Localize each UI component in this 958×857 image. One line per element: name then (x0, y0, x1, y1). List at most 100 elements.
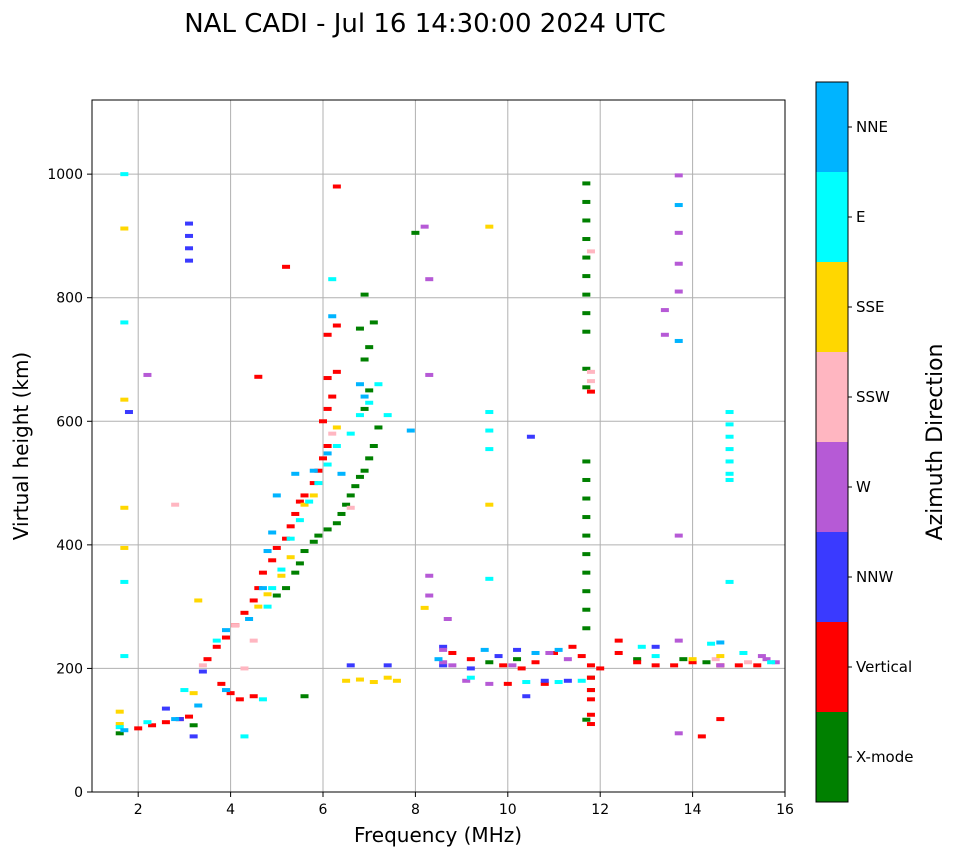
data-point (365, 456, 374, 461)
data-point (346, 493, 355, 498)
data-point (235, 697, 244, 702)
data-point (323, 406, 332, 411)
data-point (314, 481, 323, 486)
data-point (545, 650, 554, 655)
data-point (365, 345, 374, 350)
data-point (392, 678, 401, 683)
data-point (194, 703, 203, 708)
data-point (346, 505, 355, 510)
data-point (582, 366, 591, 371)
data-point (582, 459, 591, 464)
data-point (286, 536, 295, 541)
data-point (314, 533, 323, 538)
x-tick-label: 12 (591, 802, 609, 818)
azimuth-colorbar: X-mode Vertical NNW W SSW SSE E NNE (815, 81, 913, 803)
data-point (254, 586, 263, 591)
data-point (582, 552, 591, 557)
data-point (531, 650, 540, 655)
data-point (725, 434, 734, 439)
data-point (342, 502, 351, 507)
data-point (586, 389, 595, 394)
data-point (282, 536, 291, 541)
data-point (771, 660, 780, 665)
data-point (485, 576, 494, 581)
series-e (115, 172, 776, 739)
data-point (115, 731, 124, 736)
data-point (120, 579, 129, 584)
data-point (485, 502, 494, 507)
colorbar-label: E (856, 208, 865, 226)
data-point (425, 277, 434, 282)
colorbar-frame (815, 81, 849, 803)
data-point (563, 657, 572, 662)
data-point (282, 264, 291, 269)
data-point (263, 549, 272, 554)
data-point (725, 471, 734, 476)
data-point (300, 493, 309, 498)
data-point (268, 558, 277, 563)
data-point (268, 586, 277, 591)
data-point (143, 720, 152, 725)
data-point (355, 474, 364, 479)
data-point (240, 666, 249, 671)
series-sse (115, 224, 725, 727)
data-point (508, 663, 517, 668)
data-point (323, 462, 332, 467)
data-point (254, 604, 263, 609)
data-point (582, 237, 591, 242)
series-nnw (124, 221, 660, 739)
data-point (702, 660, 711, 665)
data-point (120, 172, 129, 177)
data-point (369, 320, 378, 325)
data-point (171, 502, 180, 507)
y-tick-label: 800 (56, 291, 83, 307)
data-point (374, 382, 383, 387)
data-point (282, 586, 291, 591)
data-point (189, 734, 198, 739)
data-point (161, 706, 170, 711)
data-point (485, 428, 494, 433)
series-vertical (134, 184, 762, 739)
data-point (198, 669, 207, 674)
data-point (319, 419, 327, 424)
data-point (674, 230, 683, 235)
data-point (332, 184, 341, 189)
data-point (526, 434, 535, 439)
data-point (272, 593, 281, 598)
data-point (725, 459, 734, 464)
colorbar-swatch (816, 352, 848, 442)
data-point (189, 691, 198, 696)
data-point (499, 663, 508, 668)
data-point (697, 734, 706, 739)
data-point (360, 468, 369, 473)
data-point (586, 249, 595, 254)
data-point (355, 382, 364, 387)
data-point (577, 678, 586, 683)
data-point (120, 320, 129, 325)
data-point (550, 650, 558, 655)
data-point (212, 644, 221, 649)
data-point (171, 717, 180, 722)
data-point (716, 640, 725, 645)
data-point (439, 644, 448, 649)
data-point (586, 675, 595, 680)
data-point (332, 369, 341, 374)
data-point (586, 663, 595, 668)
plot-frame-background (92, 100, 785, 792)
data-point (522, 694, 531, 699)
data-point (494, 654, 503, 659)
data-point (554, 647, 563, 652)
data-point (716, 654, 725, 659)
data-point (360, 292, 369, 297)
data-point (342, 678, 351, 683)
series-x-mode (115, 181, 711, 736)
data-point (582, 199, 591, 204)
data-point (291, 511, 300, 516)
data-point (272, 545, 281, 550)
colorbar-label: W (856, 478, 871, 496)
data-point (309, 481, 318, 486)
data-point (328, 394, 337, 399)
plot-frame (91, 99, 786, 793)
data-point (365, 400, 374, 405)
x-tick-label: 14 (684, 802, 702, 818)
